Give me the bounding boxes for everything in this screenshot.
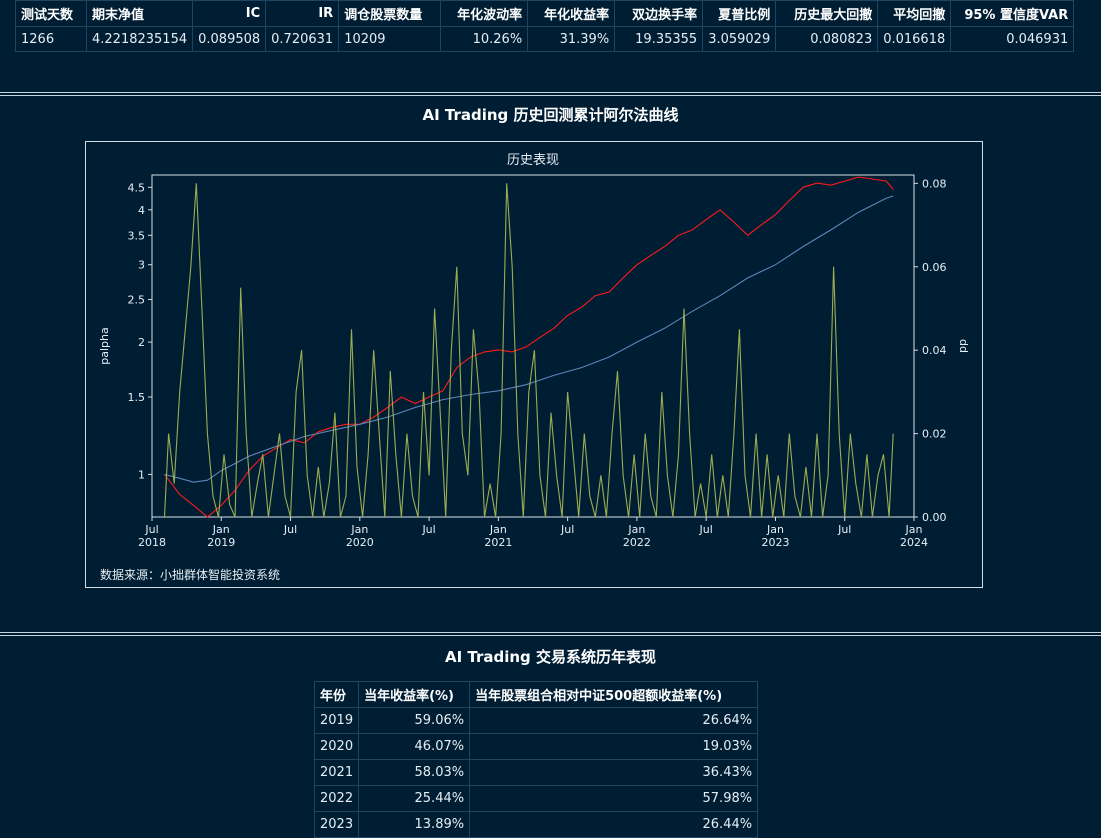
- right-tick-label: 0.08: [922, 177, 947, 190]
- x-tick-label: Jan: [766, 523, 784, 536]
- chart-section-title: AI Trading 历史回测累计阿尔法曲线: [422, 106, 679, 124]
- excess-return-cell: 57.98%: [469, 785, 759, 812]
- data-source-note: 数据来源：小拙群体智能投资系统: [100, 568, 281, 582]
- right-tick-label: 0.00: [922, 511, 947, 524]
- left-tick-label: 2.5: [128, 294, 146, 307]
- x-tick-year-label: 2019: [207, 536, 235, 549]
- x-tick-label: Jul: [837, 523, 851, 536]
- excess-return-cell: 36.43%: [469, 759, 759, 786]
- stats-header: IR: [265, 0, 340, 27]
- table-row: 2022 25.44% 57.98%: [313, 785, 759, 812]
- yearly-header-row: 年份 当年收益率(%) 当年股票组合相对中证500超额收益率(%): [313, 681, 759, 708]
- return-cell: 13.89%: [358, 811, 471, 838]
- x-tick-label: Jan: [905, 523, 923, 536]
- stats-value: 0.089508: [192, 26, 267, 52]
- left-tick-label: 3: [138, 259, 145, 272]
- stats-header: 年化波动率: [440, 0, 529, 27]
- chart-subtitle: 历史表现: [507, 153, 559, 168]
- year-cell: 2021: [313, 759, 360, 786]
- x-tick-year-label: 2021: [484, 536, 512, 549]
- x-tick-label: Jul: [699, 523, 713, 536]
- x-tick-year-label: 2022: [623, 536, 651, 549]
- plot-area-border: [151, 174, 915, 518]
- stats-value-row: 1266 4.2218235154 0.089508 0.720631 1020…: [15, 26, 1075, 52]
- stats-header: 期末净值: [85, 0, 194, 27]
- excess-return-cell: 19.03%: [469, 733, 759, 760]
- stats-value: 0.016618: [877, 26, 952, 52]
- x-tick-label: Jul: [144, 523, 158, 536]
- alpha-chart: 历史表现 1 1.5 2 2.5 3 3.5 4 4.5 0.00 0.02 0.04 0.06 0.08…: [98, 153, 970, 549]
- table-row: 2023 13.89% 26.44%: [313, 811, 759, 838]
- x-tick-label: Jul: [560, 523, 574, 536]
- stats-header: IC: [192, 0, 267, 27]
- stats-header: 平均回撤: [877, 0, 952, 27]
- left-tick-label: 2: [138, 336, 145, 349]
- x-tick-year-label: 2018: [138, 536, 166, 549]
- stats-value: 0.720631: [265, 26, 340, 52]
- left-tick-label: 4: [138, 204, 145, 217]
- right-axis-label: dd: [957, 339, 970, 353]
- year-cell: 2019: [313, 707, 360, 734]
- x-tick-label: Jan: [489, 523, 507, 536]
- stats-header: 调仓股票数量: [338, 0, 442, 27]
- stats-header: 历史最大回撤: [775, 0, 879, 27]
- x-tick-label: Jan: [212, 523, 230, 536]
- return-cell: 58.03%: [358, 759, 471, 786]
- stats-header: 年化收益率: [527, 0, 616, 27]
- year-cell: 2022: [313, 785, 360, 812]
- stats-value: 10209: [338, 26, 442, 52]
- right-tick-label: 0.04: [922, 344, 947, 357]
- series-line-1: [164, 195, 894, 483]
- x-tick-year-label: 2024: [900, 536, 928, 549]
- stats-table: 测试天数 期末净值 IC IR 调仓股票数量 年化波动率 年化收益率 双边换手率…: [15, 0, 1075, 52]
- left-tick-label: 4.5: [128, 181, 146, 194]
- stats-header: 95% 置信度VAR: [950, 0, 1075, 27]
- table-row: 2019 59.06% 26.64%: [313, 707, 759, 734]
- stats-header-row: 测试天数 期末净值 IC IR 调仓股票数量 年化波动率 年化收益率 双边换手率…: [15, 0, 1075, 27]
- stats-value: 0.046931: [950, 26, 1075, 52]
- yearly-table: 年份 当年收益率(%) 当年股票组合相对中证500超额收益率(%) 2019 5…: [313, 681, 759, 838]
- yearly-header: 当年股票组合相对中证500超额收益率(%): [469, 681, 759, 708]
- series-line-0: [164, 176, 894, 518]
- stats-value: 31.39%: [527, 26, 616, 52]
- stats-header: 夏普比例: [702, 0, 777, 27]
- yearly-header: 当年收益率(%): [358, 681, 471, 708]
- left-axis-label: palpha: [98, 327, 111, 364]
- stats-value: 10.26%: [440, 26, 529, 52]
- stats-value: 19.35355: [614, 26, 704, 52]
- x-tick-label: Jan: [627, 523, 645, 536]
- section-divider: [0, 632, 1101, 636]
- stats-value: 1266: [15, 26, 87, 52]
- excess-return-cell: 26.44%: [469, 811, 759, 838]
- yearly-section-title: AI Trading 交易系统历年表现: [444, 648, 657, 666]
- x-tick-label: Jul: [283, 523, 297, 536]
- x-tick-label: Jul: [421, 523, 435, 536]
- left-tick-label: 1: [138, 468, 145, 481]
- excess-return-cell: 26.64%: [469, 707, 759, 734]
- stats-value: 0.080823: [775, 26, 879, 52]
- year-cell: 2020: [313, 733, 360, 760]
- stats-value: 3.059029: [702, 26, 777, 52]
- x-tick-year-label: 2023: [761, 536, 789, 549]
- stats-header: 双边换手率: [614, 0, 704, 27]
- year-cell: 2023: [313, 811, 360, 838]
- return-cell: 59.06%: [358, 707, 471, 734]
- yearly-header: 年份: [313, 681, 360, 708]
- x-tick-label: Jan: [350, 523, 368, 536]
- stats-header: 测试天数: [15, 0, 87, 27]
- right-tick-label: 0.06: [922, 261, 947, 274]
- return-cell: 46.07%: [358, 733, 471, 760]
- table-row: 2021 58.03% 36.43%: [313, 759, 759, 786]
- left-tick-label: 3.5: [128, 229, 146, 242]
- return-cell: 25.44%: [358, 785, 471, 812]
- chart-frame: 历史表现 1 1.5 2 2.5 3 3.5 4 4.5 0.00 0.02 0.04 0.06 0.08…: [85, 141, 983, 588]
- stats-value: 4.2218235154: [85, 26, 194, 52]
- x-tick-year-label: 2020: [346, 536, 374, 549]
- series-line-2: [163, 183, 894, 518]
- section-divider: [0, 92, 1101, 96]
- table-row: 2020 46.07% 19.03%: [313, 733, 759, 760]
- left-tick-label: 1.5: [128, 391, 146, 404]
- right-tick-label: 0.02: [922, 428, 947, 441]
